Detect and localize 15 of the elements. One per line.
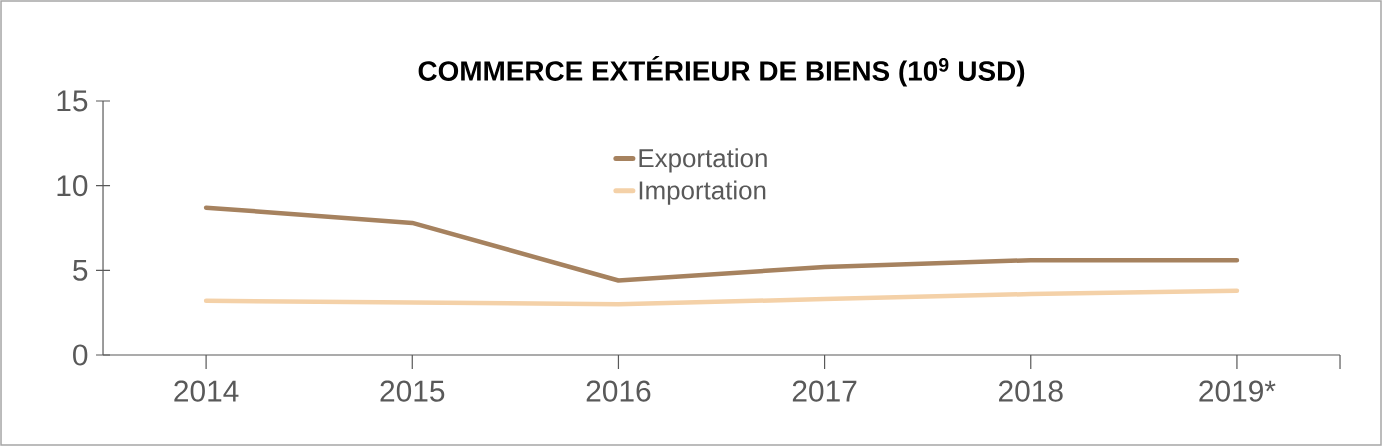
x-tick-label: 2016 bbox=[586, 380, 651, 402]
y-tick-label: 15 bbox=[57, 90, 88, 112]
x-tick-label: 2018 bbox=[999, 380, 1063, 402]
x-tick-label: 2017 bbox=[792, 380, 857, 402]
x-tick-label: 2019* bbox=[1199, 380, 1276, 402]
x-tick-label: 2014 bbox=[174, 380, 239, 402]
y-tick-label: 10 bbox=[57, 175, 88, 197]
x-tick-label: 2015 bbox=[380, 380, 445, 402]
line-series bbox=[203, 205, 1240, 283]
y-tick-label: 5 bbox=[73, 259, 88, 281]
y-tick-label: 0 bbox=[73, 344, 88, 366]
legend-label: Importation bbox=[639, 180, 766, 205]
chart-title: COMMERCE EXTÉRIEUR DE BIENS (10$^{9}$ USD) bbox=[418, 55, 1025, 87]
legend-label: Exportation bbox=[639, 148, 767, 173]
line-series bbox=[203, 288, 1240, 307]
